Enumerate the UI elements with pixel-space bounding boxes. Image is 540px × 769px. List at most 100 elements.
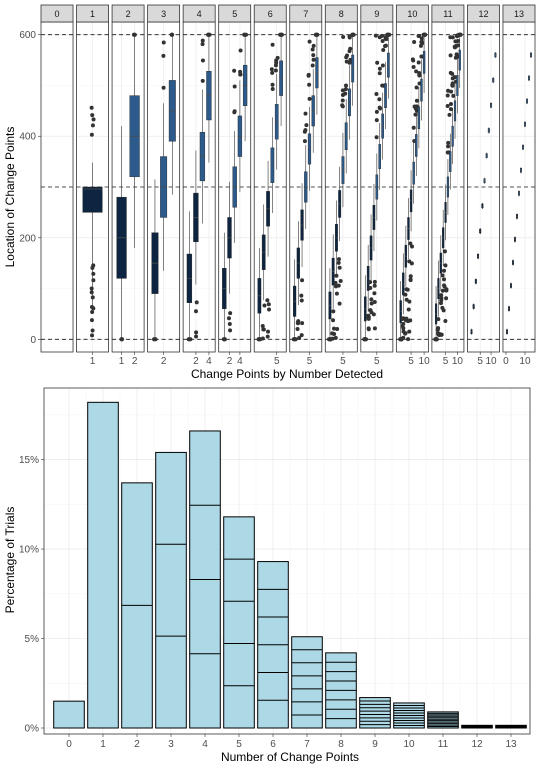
box-outlier [89,105,94,110]
box [265,160,272,339]
box-outlier [450,81,455,86]
box-outlier [379,33,384,38]
facet-panel: 65 [253,4,287,367]
box [368,214,374,315]
bar-rect [359,697,391,729]
box-outlier [445,103,450,108]
box-outlier [315,32,320,37]
box [232,68,237,243]
box-outlier [373,33,378,38]
box [524,121,526,128]
box [306,39,312,191]
bar [359,697,391,729]
box [237,48,243,193]
box [490,102,493,109]
box [199,38,206,224]
box-outlier [363,337,368,342]
top-xtick-label: 5 [408,356,414,367]
box-outlier [232,84,237,89]
bottom-xtick-label: 10 [403,739,415,750]
change-point-count-bar-chart: Percentage of Trials Number of Change Po… [3,387,531,764]
box-outlier [446,144,451,149]
box-outlier [383,43,388,48]
facet-strip-label: 0 [55,9,60,19]
box-outlier [447,112,452,117]
box-body [82,186,103,213]
box-outlier [374,91,379,96]
box [313,32,320,115]
box-outlier [296,319,301,324]
box-outlier [337,301,342,306]
box-outlier [267,307,272,312]
box-outlier [374,118,379,123]
box-outlier [273,68,278,73]
box-outlier [333,335,338,340]
box-outlier [336,260,341,265]
box-outlier [347,35,352,40]
box-outlier [410,244,415,249]
facet-panel: 75 [289,4,323,367]
box-outlier [343,83,348,88]
box-outlier [90,310,95,315]
top-xtick-label: 5 [274,356,280,367]
box-outlier [441,268,446,273]
bottom-ytick-label: 10% [19,545,39,556]
bar [461,724,493,729]
box [487,127,490,134]
box [485,152,488,159]
box-outlier [336,257,341,262]
box-outlier [377,66,382,71]
top-xtick-label: 4 [206,356,212,367]
facet-panel: 11 5 10 [431,4,465,367]
box-outlier [419,40,424,45]
box-outlier [90,123,95,128]
box-outlier [226,316,231,321]
top-ytick-label: 200 [19,233,36,244]
box-outlier [372,299,377,304]
box-outlier [228,328,233,333]
box-outlier [228,311,233,316]
bottom-ytick-label: 5% [25,634,40,645]
bar [325,652,357,729]
box [510,282,512,289]
box-outlier [414,69,419,74]
box [454,33,460,114]
box-outlier [445,93,450,98]
box-outlier [412,39,417,44]
box [193,150,199,339]
box-outlier [132,32,137,37]
box-outlier [311,53,316,58]
box-outlier [266,329,271,334]
box-outlier [442,249,447,254]
box-outlier [435,327,440,332]
box [310,43,316,153]
box [408,170,415,323]
box [116,126,127,342]
box [151,179,159,342]
box [508,305,510,312]
box-outlier [334,273,339,278]
box-outlier [408,318,413,323]
top-xtick-label: 2 [227,356,233,367]
bottom-ylabel: Percentage of Trials [3,507,17,614]
box-outlier [419,36,424,41]
top-xtick-label: 2 [193,356,199,367]
box-outlier [351,32,356,37]
bottom-xtick-label: 4 [202,739,208,750]
box-outlier [371,312,376,317]
bottom-xtick-label: 9 [372,739,378,750]
facet-strip-label: 3 [161,9,166,19]
facet-panel: 10 5 10 [395,4,430,367]
box-outlier [270,42,275,47]
box-outlier [307,96,312,101]
box-outlier [270,82,275,87]
box [514,236,516,243]
box-outlier [238,48,243,53]
box-outlier [193,309,198,314]
box-outlier [89,132,94,137]
box-outlier [221,337,226,342]
bar-rect [155,451,187,729]
facet-strip [76,4,109,23]
box-outlier [331,318,336,323]
box-outlier [401,321,406,326]
